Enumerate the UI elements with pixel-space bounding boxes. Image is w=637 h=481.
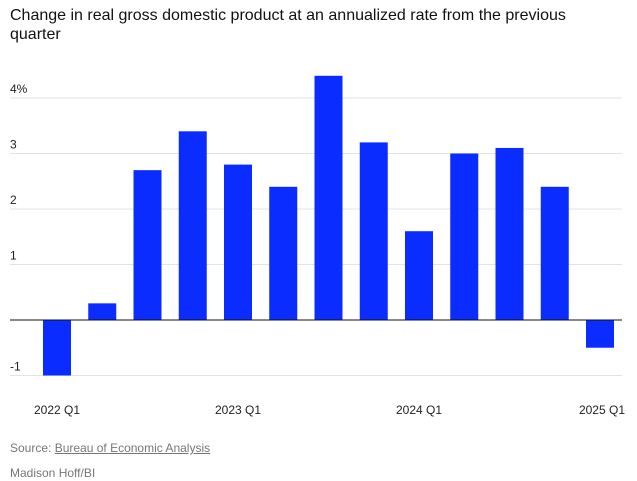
y-tick-label: 3 bbox=[10, 138, 17, 152]
source-prefix: Source: bbox=[10, 441, 55, 455]
bar bbox=[43, 320, 71, 376]
x-tick-label: 2025 Q1 bbox=[579, 403, 625, 417]
y-tick-label: 2 bbox=[10, 193, 17, 207]
bar bbox=[495, 147, 524, 320]
x-tick-label: 2024 Q1 bbox=[396, 403, 442, 417]
bar bbox=[269, 186, 298, 320]
bar bbox=[88, 303, 117, 320]
x-axis-ticks: 2022 Q1 2023 Q1 2024 Q1 2025 Q1 bbox=[34, 403, 625, 417]
bar bbox=[586, 320, 614, 348]
bar bbox=[450, 153, 479, 320]
bar bbox=[224, 164, 252, 320]
y-tick-label: -1 bbox=[10, 360, 21, 374]
chart-title: Change in real gross domestic product at… bbox=[10, 7, 566, 43]
bar bbox=[540, 186, 569, 320]
bars bbox=[43, 75, 614, 376]
y-tick-label: 1 bbox=[10, 249, 17, 263]
bar bbox=[314, 75, 343, 320]
bar bbox=[405, 231, 433, 320]
bar bbox=[359, 142, 388, 320]
y-tick-label: 4% bbox=[10, 82, 28, 96]
source-note: Source: Bureau of Economic Analysis bbox=[10, 441, 210, 455]
y-axis-ticks: 4% 3 2 1 -1 bbox=[10, 82, 28, 374]
bar bbox=[133, 170, 162, 320]
bar-chart: 4% 3 2 1 -1 2022 Q1 2023 Q1 2024 Q1 2025 Q1 bbox=[10, 75, 625, 417]
source-link[interactable]: Bureau of Economic Analysis bbox=[54, 441, 211, 455]
credit-note: Madison Hoff/BI bbox=[10, 466, 96, 480]
x-tick-label: 2023 Q1 bbox=[215, 403, 261, 417]
bar bbox=[178, 131, 207, 320]
x-tick-label: 2022 Q1 bbox=[34, 403, 80, 417]
